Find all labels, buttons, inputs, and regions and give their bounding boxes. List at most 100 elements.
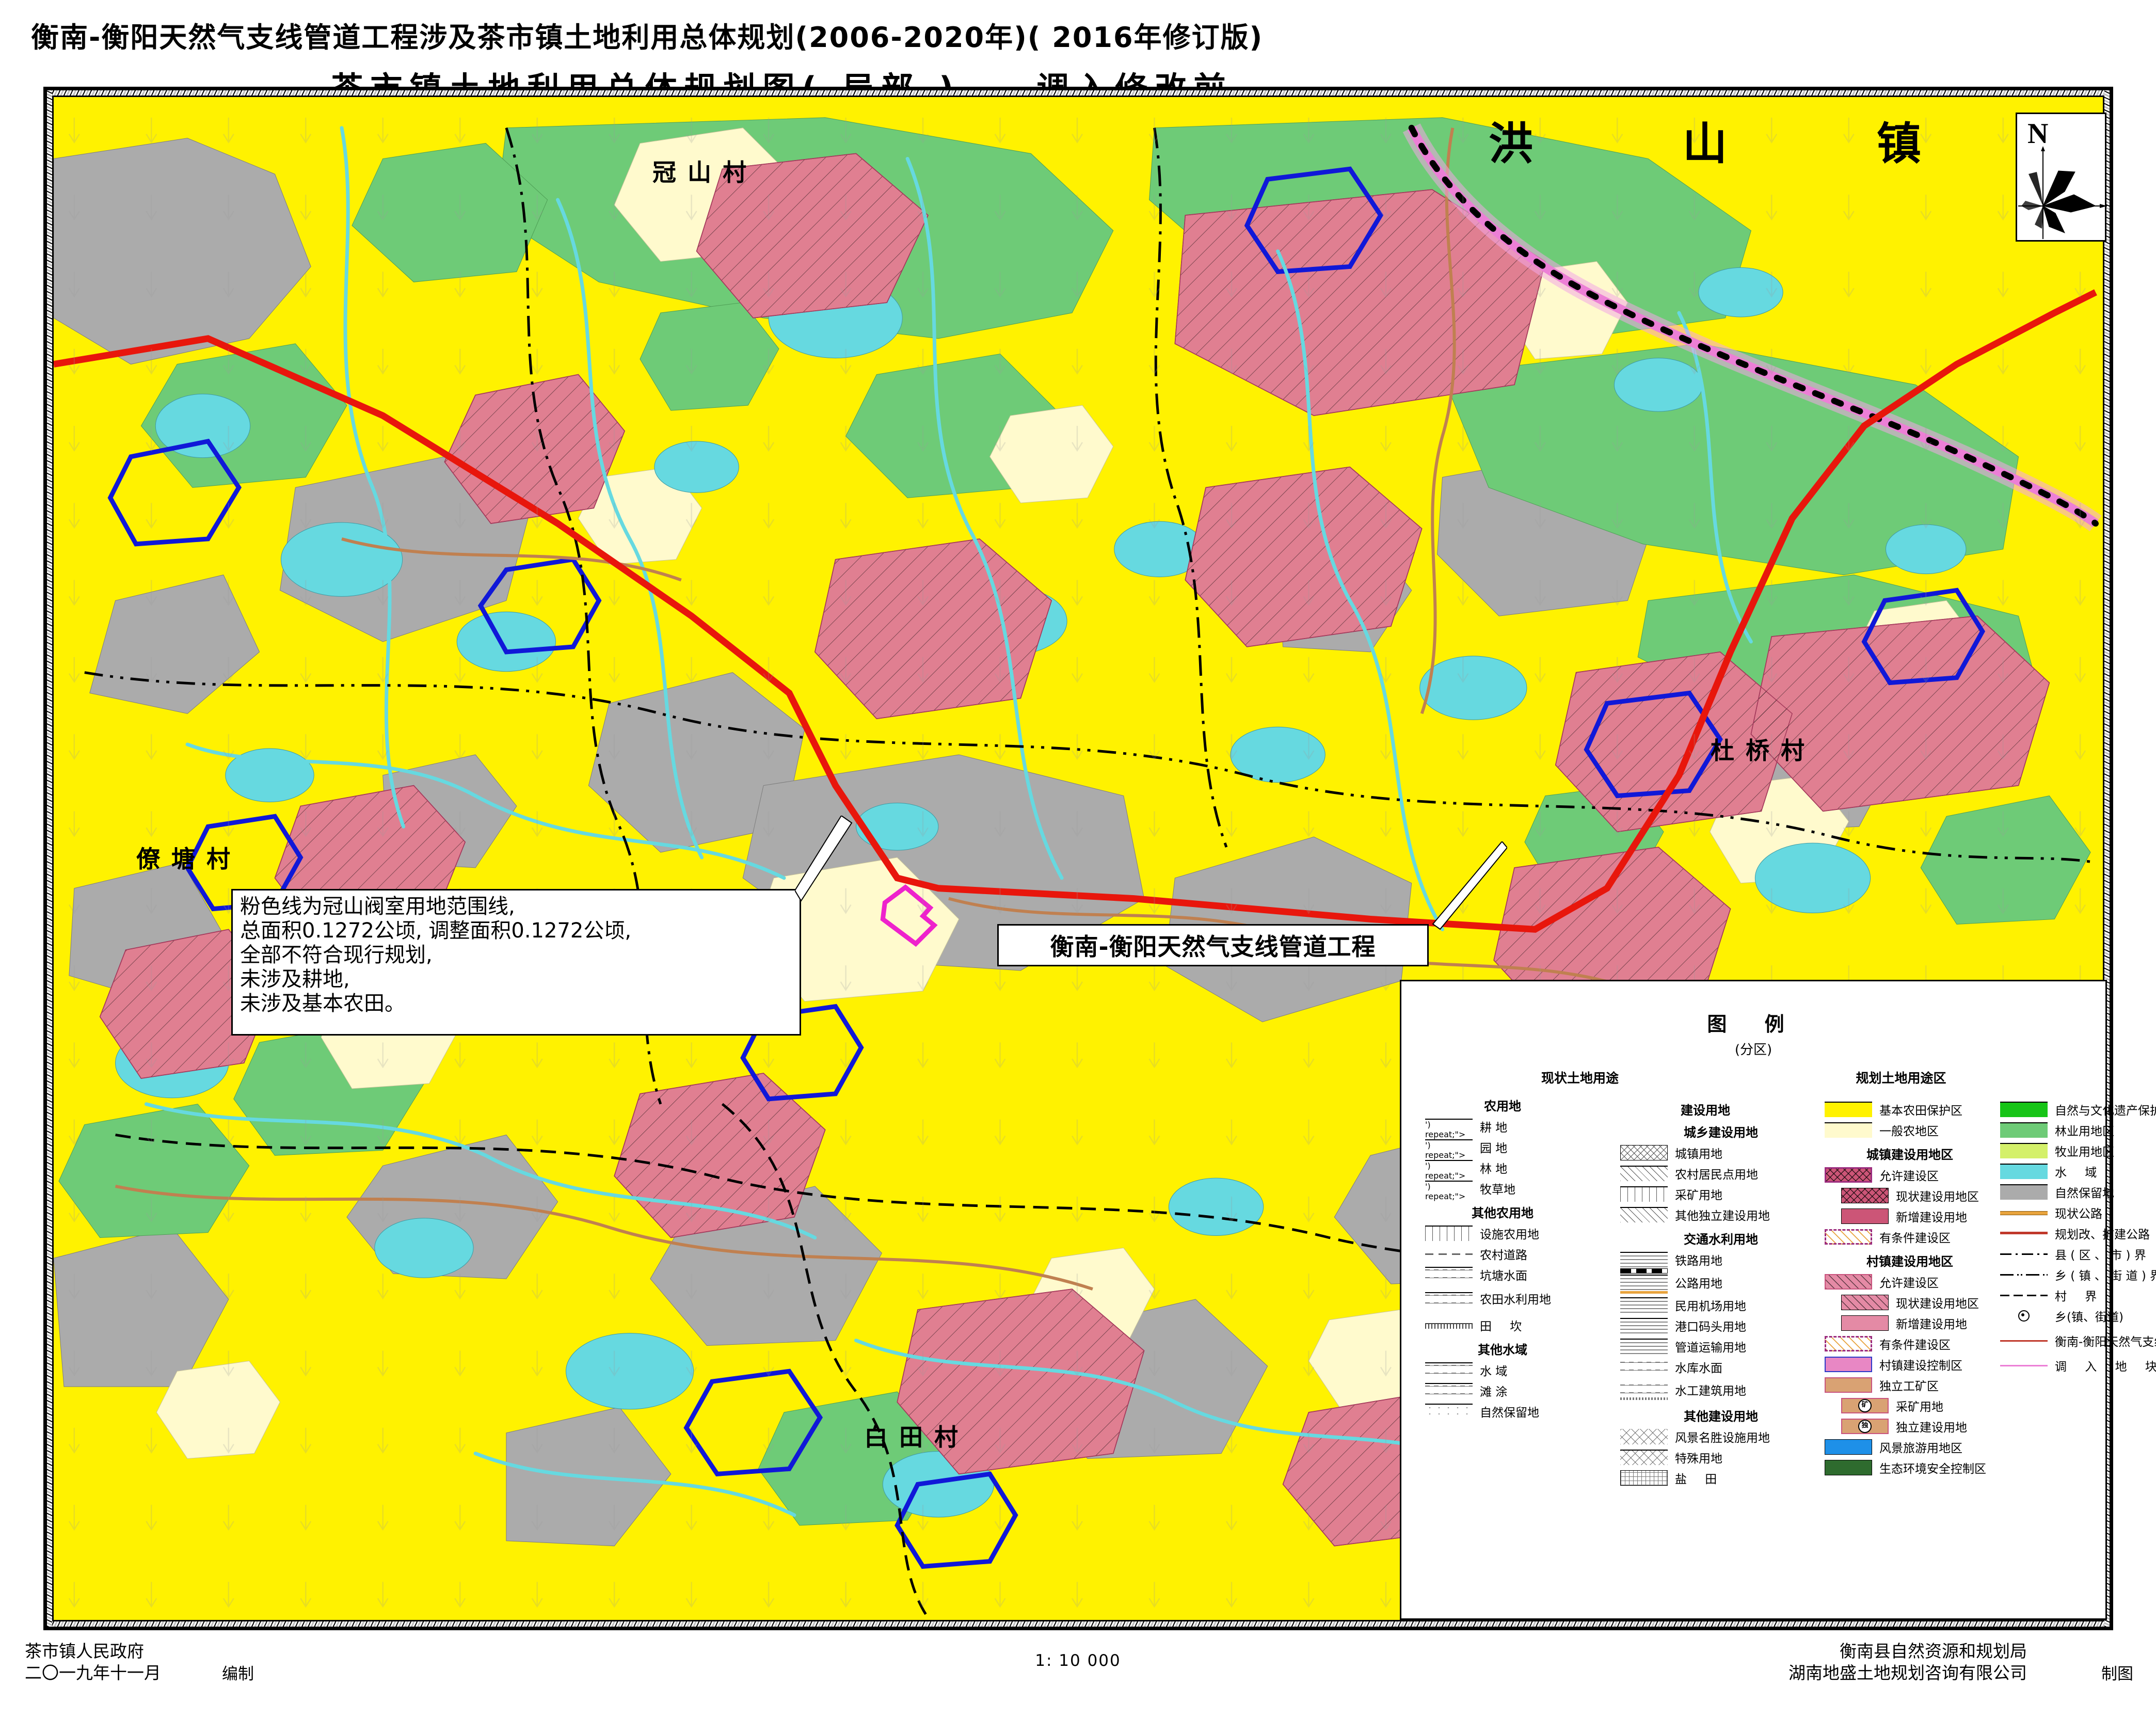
legend-item-label: 调 入 地 块 范 围 线: [2055, 1360, 2156, 1374]
legend-item-label: 水库水面: [1675, 1362, 1722, 1375]
legend-item-label: 新增建设用地: [1896, 1211, 1967, 1224]
legend-item-label: 现状建设用地区: [1896, 1297, 1979, 1311]
legend-item-label: 林 地: [1480, 1163, 1508, 1176]
legend-item: 独立工矿区: [1825, 1375, 1995, 1395]
legend-title: 图 例: [1707, 1013, 1800, 1036]
legend-item: ') repeat;"> 牧草地: [1425, 1178, 1580, 1201]
legend-item: 村 界: [2000, 1285, 2156, 1306]
legend-item-label: 风景名胜设施用地: [1675, 1431, 1770, 1445]
legend-item-label: 乡 ( 镇 、 街 道 ) 界: [2055, 1269, 2156, 1283]
legend-item-label: 新增建设用地: [1896, 1318, 1967, 1331]
note-line-3: 未涉及耕地,: [240, 967, 350, 991]
legend-item-label: 有条件建设区: [1879, 1339, 1951, 1352]
legend-item-label: 规划改、扩建公路: [2055, 1228, 2150, 1242]
legend-item-label: 田 坎: [1480, 1320, 1529, 1333]
footer-date: 二〇一九年十一月: [25, 1663, 161, 1683]
legend-col-plan-left: 规划土地用途区 基本农田保护区 一般农地区 城镇建设用地区 允许建设区 现状建设…: [1825, 1068, 1995, 1478]
legend-item: 独 独立建设用地: [1825, 1416, 1995, 1437]
legend-item-label: 农村居民点用地: [1675, 1168, 1758, 1182]
legend-subtitle: (分区): [1734, 1042, 1772, 1058]
footer-right-role: 制图: [2101, 1665, 2133, 1683]
legend-item-label: 允许建设区: [1879, 1277, 1939, 1290]
legend-item: 牧业用地区: [2000, 1140, 2156, 1161]
legend-item-label: 一般农地区: [1879, 1125, 1939, 1138]
legend-item: 采矿用地: [1620, 1184, 1791, 1204]
legend-item: 水工建筑用地: [1620, 1377, 1791, 1402]
legend-group-agri-other: 其他农用地: [1472, 1206, 1534, 1220]
legend-item-label: 其他独立建设用地: [1675, 1210, 1770, 1223]
legend-item-label: 自然保留地: [2055, 1187, 2114, 1200]
legend-item-label: 港口码头用地: [1675, 1321, 1746, 1334]
legend-item-label: 城镇用地: [1675, 1148, 1722, 1161]
legend-item: 其他独立建设用地: [1620, 1204, 1791, 1225]
legend-item-label: 设施农用地: [1480, 1228, 1539, 1242]
legend-item: 现状建设用地区: [1825, 1185, 1995, 1206]
legend-item-label: 林业用地区: [2055, 1125, 2114, 1138]
legend-item-label: 牧业用地区: [2055, 1146, 2114, 1159]
legend-item: 县 ( 区 、 市 ) 界: [2000, 1244, 2156, 1264]
frame-band-right: [2104, 90, 2110, 1627]
town-point-icon: [2018, 1310, 2030, 1322]
legend-item: 调 入 地 块 范 围 线: [2000, 1355, 2156, 1376]
note-line-4: 未涉及基本农田。: [240, 992, 405, 1015]
mining-badge: 矿: [1858, 1399, 1872, 1412]
legend-item-label: 衡南-衡阳天然气支线管道工程: [2055, 1335, 2156, 1349]
legend-group-urban-zone: 城镇建设用地区: [1866, 1148, 1953, 1162]
legend-item-label: 村 界: [2055, 1290, 2104, 1303]
legend-plan-title: 规划土地用途区: [1856, 1071, 1946, 1086]
legend-group-build: 建设用地: [1681, 1103, 1730, 1118]
legend-item-label: 有条件建设区: [1879, 1232, 1951, 1245]
legend-item-label: 县 ( 区 、 市 ) 界: [2055, 1249, 2146, 1262]
legend-item-label: 采矿用地: [1675, 1189, 1722, 1202]
legend-item: 生态环境安全控制区: [1825, 1457, 1995, 1478]
legend-item-label: 基本农田保护区: [1879, 1104, 1962, 1118]
legend-item-label: 村镇建设控制区: [1879, 1359, 1962, 1373]
legend-item-label: 水 域: [2055, 1166, 2104, 1180]
legend-item: 有条件建设区: [1825, 1333, 1995, 1354]
legend-item: 现状建设用地区: [1825, 1292, 1995, 1313]
legend-item: 田 坎: [1425, 1315, 1580, 1335]
legend-item: 新增建设用地: [1825, 1313, 1995, 1333]
independent-badge: 独: [1858, 1420, 1872, 1433]
legend-col-plan-right: 自然与文化遗产保护区 林业用地区 牧业用地区 水 域 自然保留地 现状公路: [2000, 1099, 2156, 1376]
note-line-0: 粉色线为冠山阀室用地范围线,: [240, 895, 515, 918]
legend-item-label: 独立建设用地: [1896, 1421, 1967, 1435]
legend-item: 矿 采矿用地: [1825, 1395, 1995, 1416]
legend-item: 水 域: [2000, 1161, 2156, 1182]
legend-item: 城镇用地: [1620, 1142, 1791, 1163]
legend-item-label: 坑塘水面: [1480, 1269, 1527, 1283]
legend-group-build-urban: 城乡建设用地: [1684, 1125, 1758, 1140]
callout-note: 粉色线为冠山阀室用地范围线, 总面积0.1272公顷, 调整面积0.1272公顷…: [231, 889, 801, 1036]
legend-group-build-other: 其他建设用地: [1684, 1409, 1758, 1424]
legend-item-label: 农田水利用地: [1480, 1293, 1551, 1307]
compass-rose-icon: [2018, 146, 2107, 239]
legend-item: 现状公路: [2000, 1202, 2156, 1223]
legend-item: 设施农用地: [1425, 1223, 1580, 1244]
note-line-1: 总面积0.1272公顷, 调整面积0.1272公顷,: [240, 919, 632, 943]
legend-item: 民用机场用地: [1620, 1295, 1791, 1315]
legend-item: ') repeat;"> 耕 地: [1425, 1116, 1580, 1139]
legend-item-label: 现状建设用地区: [1896, 1190, 1979, 1204]
legend-item: 规划改、扩建公路: [2000, 1223, 2156, 1244]
legend-item: 港口码头用地: [1620, 1315, 1791, 1336]
legend-item: 公路用地: [1620, 1270, 1791, 1295]
legend-current-title: 现状土地用途: [1541, 1071, 1619, 1086]
legend-item-label: 水 域: [1480, 1365, 1508, 1378]
legend-item-label: 农村道路: [1480, 1249, 1527, 1262]
page-title: 衡南-衡阳天然气支线管道工程涉及茶市镇土地利用总体规划(2006-2020年)(…: [31, 21, 1264, 54]
legend-group-village-zone: 村镇建设用地区: [1866, 1254, 1953, 1269]
legend-item: 水 域: [1425, 1360, 1580, 1380]
legend-item-label: 现状公路: [2055, 1207, 2102, 1221]
legend-item: 村镇建设控制区: [1825, 1354, 1995, 1375]
legend-group-agri: 农用地: [1484, 1099, 1521, 1113]
legend-item-label: 独立工矿区: [1879, 1380, 1939, 1393]
legend-group-transport: 交通水利用地: [1684, 1232, 1758, 1247]
legend-item-label: 自然保留地: [1480, 1406, 1539, 1420]
legend-item: 水库水面: [1620, 1357, 1791, 1377]
legend-item: 自然保留地: [1425, 1401, 1580, 1422]
legend-item: 允许建设区: [1825, 1165, 1995, 1185]
legend-item: 风景名胜设施用地: [1620, 1426, 1791, 1447]
legend-item: 林业用地区: [2000, 1120, 2156, 1140]
legend-item-label: 乡(镇、街道): [2055, 1311, 2123, 1324]
legend-item: 特殊用地: [1620, 1447, 1791, 1468]
